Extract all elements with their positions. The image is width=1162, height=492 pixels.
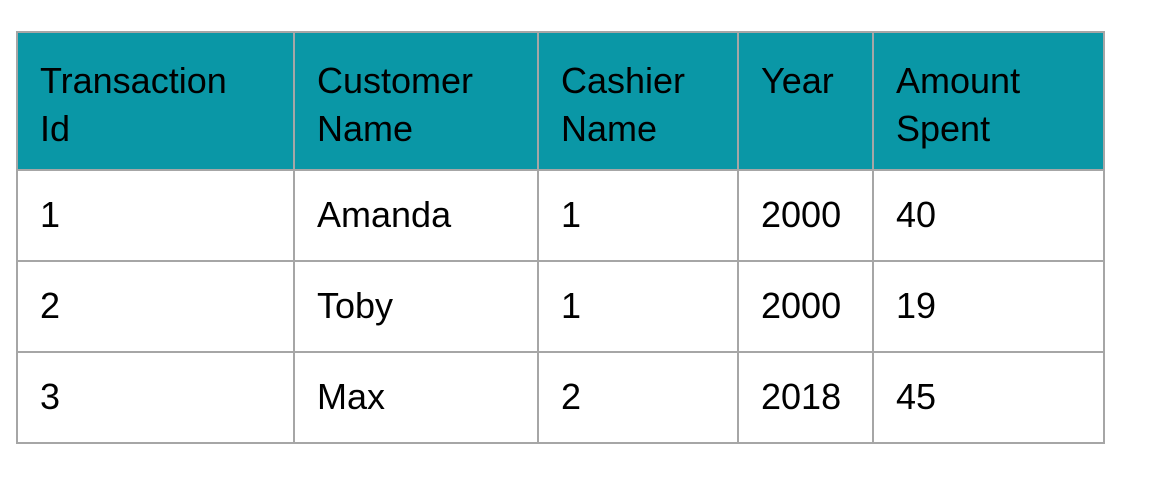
- table-header: Transaction Id Customer Name Cashier Nam…: [16, 31, 1105, 171]
- header-year: Year: [737, 31, 874, 171]
- header-amount-spent: Amount Spent: [872, 31, 1105, 171]
- table-row: 2 Toby 1 2000 19: [16, 260, 1105, 353]
- header-cashier-name: Cashier Name: [537, 31, 739, 171]
- cell-amount-spent: 45: [872, 351, 1105, 444]
- cell-year: 2000: [737, 169, 874, 262]
- header-transaction-id: Transaction Id: [16, 31, 295, 171]
- cell-year: 2000: [737, 260, 874, 353]
- transactions-table: Transaction Id Customer Name Cashier Nam…: [16, 31, 1105, 444]
- cell-cashier-name: 1: [537, 260, 739, 353]
- cell-customer-name: Toby: [293, 260, 539, 353]
- header-customer-name: Customer Name: [293, 31, 539, 171]
- cell-transaction-id: 2: [16, 260, 295, 353]
- cell-amount-spent: 40: [872, 169, 1105, 262]
- header-row: Transaction Id Customer Name Cashier Nam…: [16, 31, 1105, 171]
- table-row: 1 Amanda 1 2000 40: [16, 169, 1105, 262]
- cell-amount-spent: 19: [872, 260, 1105, 353]
- table-row: 3 Max 2 2018 45: [16, 351, 1105, 444]
- cell-transaction-id: 3: [16, 351, 295, 444]
- cell-cashier-name: 2: [537, 351, 739, 444]
- cell-customer-name: Max: [293, 351, 539, 444]
- cell-customer-name: Amanda: [293, 169, 539, 262]
- cell-year: 2018: [737, 351, 874, 444]
- cell-transaction-id: 1: [16, 169, 295, 262]
- cell-cashier-name: 1: [537, 169, 739, 262]
- table-body: 1 Amanda 1 2000 40 2 Toby 1 2000 19 3 Ma…: [16, 169, 1105, 444]
